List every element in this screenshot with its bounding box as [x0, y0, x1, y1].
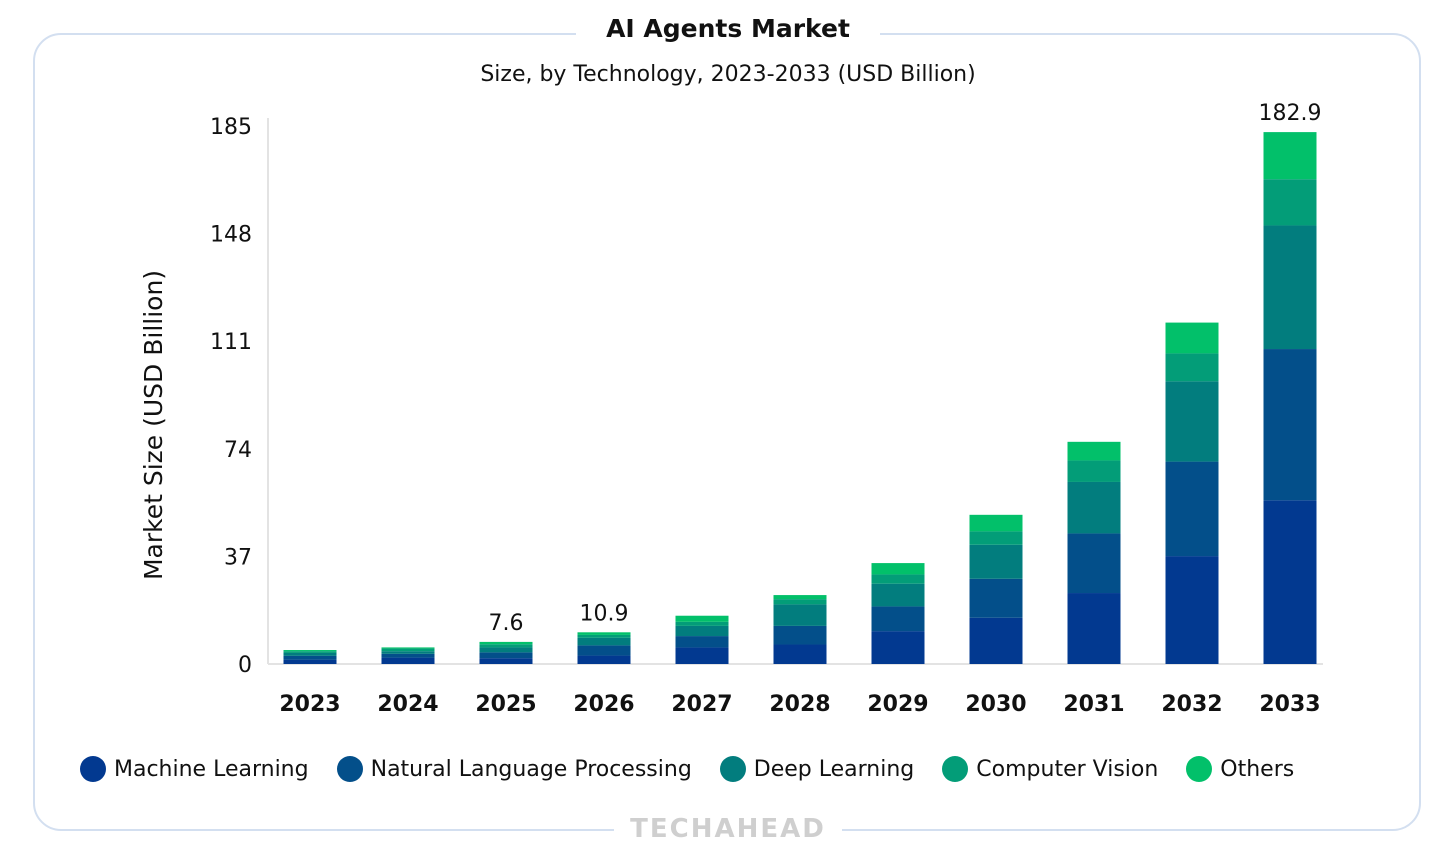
- bar-segment-computer-vision: [1067, 460, 1121, 482]
- bar-segment-computer-vision: [969, 531, 1023, 545]
- bar-segment-others: [577, 632, 631, 635]
- bar-segment-others: [381, 647, 435, 649]
- bar-segment-computer-vision: [479, 644, 533, 648]
- x-tick-label: 2030: [965, 692, 1026, 717]
- legend-swatch-icon: [336, 756, 363, 782]
- bar-segment-others: [969, 514, 1023, 532]
- bar-segment-deep-learning: [773, 604, 827, 626]
- y-axis-label: Market Size (USD Billion): [139, 270, 168, 580]
- bar-segment-computer-vision: [283, 651, 337, 653]
- y-tick-label: 111: [210, 330, 252, 355]
- bar-segment-others: [773, 595, 827, 600]
- bar-segment-natural-language-processing: [969, 578, 1023, 618]
- x-tick-label: 2025: [475, 692, 536, 717]
- bar-segment-machine-learning: [577, 655, 631, 664]
- bar-segment-computer-vision: [381, 648, 435, 652]
- legend-item: Natural Language Processing: [336, 756, 692, 782]
- legend-label: Machine Learning: [114, 756, 309, 782]
- y-tick-label: 37: [224, 545, 252, 570]
- bar-segment-machine-learning: [871, 631, 925, 664]
- y-tick-label: 148: [210, 223, 252, 248]
- bar-segment-deep-learning: [1067, 481, 1121, 534]
- bar-segment-computer-vision: [675, 621, 729, 626]
- bar-segment-computer-vision: [773, 599, 827, 605]
- chart-title: AI Agents Market: [576, 14, 880, 43]
- bar-segment-natural-language-processing: [1263, 349, 1317, 501]
- bar-segment-deep-learning: [1263, 225, 1317, 350]
- y-tick-label: 0: [238, 653, 252, 678]
- bar-segment-others: [1263, 132, 1317, 180]
- bar-segment-machine-learning: [773, 644, 827, 664]
- x-tick-label: 2032: [1161, 692, 1222, 717]
- bar-segment-deep-learning: [871, 583, 925, 607]
- y-tick-label: 74: [224, 438, 252, 463]
- x-tick-label: 2031: [1063, 692, 1124, 717]
- legend-item: Computer Vision: [942, 756, 1158, 782]
- bar-segment-others: [1067, 441, 1121, 461]
- legend-swatch-icon: [719, 756, 746, 782]
- bar-segment-deep-learning: [577, 637, 631, 646]
- bar-segment-computer-vision: [871, 574, 925, 584]
- legend: Machine Learning Natural Language Process…: [80, 756, 1294, 782]
- x-tick-label: 2033: [1259, 692, 1320, 717]
- bar-segment-machine-learning: [1067, 593, 1121, 664]
- data-label: 7.6: [489, 611, 524, 636]
- legend-swatch-icon: [1186, 756, 1213, 782]
- legend-label: Natural Language Processing: [370, 756, 692, 782]
- bar-segment-natural-language-processing: [577, 645, 631, 656]
- bar-segment-natural-language-processing: [773, 625, 827, 645]
- bar-segment-natural-language-processing: [1067, 533, 1121, 594]
- legend-label: Computer Vision: [976, 756, 1159, 782]
- bar-segment-others: [675, 615, 729, 622]
- bar-segment-deep-learning: [283, 652, 337, 656]
- legend-swatch-icon: [942, 756, 969, 782]
- bar-segment-computer-vision: [577, 634, 631, 638]
- x-tick-label: 2026: [573, 692, 634, 717]
- bar-segment-machine-learning: [479, 658, 533, 664]
- bar-segment-machine-learning: [381, 657, 435, 664]
- bar-segment-natural-language-processing: [871, 606, 925, 632]
- x-tick-label: 2023: [279, 692, 340, 717]
- bar-segment-deep-learning: [675, 625, 729, 637]
- bar-segment-natural-language-processing: [1165, 461, 1219, 557]
- bar-segment-others: [283, 650, 337, 652]
- x-tick-label: 2027: [671, 692, 732, 717]
- y-tick-label: 185: [210, 115, 252, 140]
- bar-segment-deep-learning: [381, 651, 435, 654]
- bar-segment-machine-learning: [969, 617, 1023, 664]
- legend-item: Deep Learning: [719, 756, 915, 782]
- data-label: 182.9: [1259, 101, 1322, 126]
- bar-segment-machine-learning: [1263, 500, 1317, 664]
- data-label: 10.9: [580, 601, 629, 626]
- legend-label: Others: [1220, 756, 1295, 782]
- bar-segment-others: [871, 563, 925, 575]
- legend-swatch-icon: [80, 756, 106, 782]
- legend-item: Machine Learning: [80, 756, 309, 782]
- bar-segment-deep-learning: [1165, 381, 1219, 462]
- bar-segment-computer-vision: [1165, 353, 1219, 382]
- legend-item: Others: [1186, 756, 1294, 782]
- bar-segment-natural-language-processing: [381, 653, 435, 658]
- bar-segment-natural-language-processing: [675, 636, 729, 648]
- chart-subtitle: Size, by Technology, 2023-2033 (USD Bill…: [480, 62, 976, 87]
- bar-segment-others: [1165, 322, 1219, 354]
- bar-segment-deep-learning: [479, 647, 533, 653]
- bar-segment-machine-learning: [675, 647, 729, 664]
- brand-logo: TECHAHEAD: [614, 814, 842, 844]
- bar-segment-deep-learning: [969, 544, 1023, 579]
- bar-segment-others: [479, 641, 533, 645]
- x-tick-label: 2028: [769, 692, 830, 717]
- bar-segment-natural-language-processing: [479, 652, 533, 659]
- bar-segment-natural-language-processing: [283, 655, 337, 660]
- bar-segment-machine-learning: [283, 659, 337, 664]
- x-tick-label: 2029: [867, 692, 928, 717]
- legend-label: Deep Learning: [753, 756, 915, 782]
- bar-segment-computer-vision: [1263, 179, 1317, 226]
- bar-segment-machine-learning: [1165, 556, 1219, 664]
- x-tick-label: 2024: [377, 692, 438, 717]
